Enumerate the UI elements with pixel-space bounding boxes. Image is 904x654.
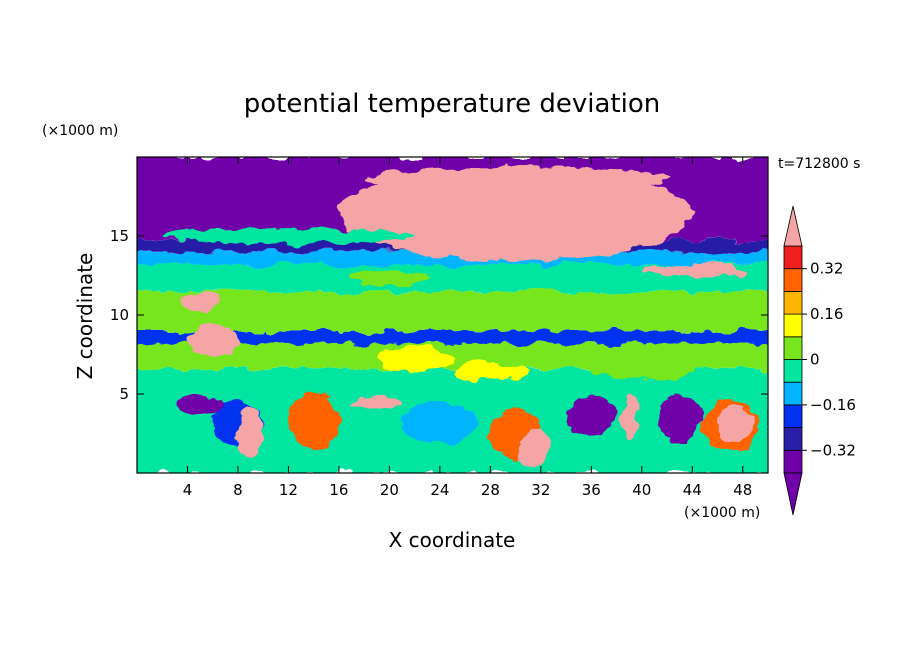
y-unit-label: (×1000 m) <box>42 123 118 139</box>
x-tick-label: 4 <box>183 481 193 499</box>
colorbar-segment <box>783 336 803 360</box>
field-blob <box>351 397 403 410</box>
colorbar-tick-label: 0.32 <box>810 260 843 278</box>
colorbar-segment <box>783 268 803 292</box>
colorbar: 0.32 0.16 0 −0.16 −0.32 <box>783 205 856 516</box>
field-blob <box>566 395 617 437</box>
x-tick-label: 40 <box>632 481 651 499</box>
colorbar-segment <box>783 404 803 428</box>
y-axis-label: Z coordinate <box>73 253 97 380</box>
x-tick-label: 32 <box>531 481 550 499</box>
x-tick-label: 16 <box>329 481 348 499</box>
colorbar-extend-low <box>783 472 803 516</box>
colorbar-segment <box>783 449 803 474</box>
y-tick-label: 10 <box>110 306 129 324</box>
field-blob <box>519 428 550 467</box>
field-blob <box>338 166 693 262</box>
y-tick-label: 15 <box>110 227 129 245</box>
x-tick-label: 48 <box>733 481 752 499</box>
x-unit-label: (×1000 m) <box>684 505 760 521</box>
x-axis-ticks: 4 8 12 16 20 24 28 32 36 40 44 48 <box>183 157 752 499</box>
colorbar-segment <box>783 427 803 451</box>
field-blob <box>162 228 415 244</box>
colorbar-tick-label: −0.32 <box>810 441 856 459</box>
colorbar-tick-label: 0 <box>810 351 820 369</box>
colorbar-extend-high <box>783 205 803 247</box>
field-blob <box>376 346 453 372</box>
y-axis-ticks: 5 10 15 <box>110 227 768 403</box>
x-tick-label: 36 <box>582 481 601 499</box>
colorbar-segment <box>783 245 803 270</box>
colorbar-tick-label: −0.16 <box>810 396 856 414</box>
colorbar-segment <box>783 313 803 338</box>
colorbar-tick-label: 0.16 <box>810 305 843 323</box>
field-blob <box>656 395 703 443</box>
field-blob <box>181 292 220 312</box>
colorbar-segment <box>783 359 803 383</box>
y-tick-label: 5 <box>119 385 129 403</box>
field-blob <box>591 359 693 379</box>
chart-title: potential temperature deviation <box>244 89 660 119</box>
colorbar-segment <box>783 381 803 406</box>
field-blob <box>288 392 339 450</box>
field-blob <box>364 166 668 192</box>
x-tick-label: 44 <box>683 481 702 499</box>
contour-field <box>137 157 768 473</box>
x-axis-label: X coordinate <box>389 528 516 552</box>
field-blob <box>641 264 743 278</box>
x-tick-label: 12 <box>279 481 298 499</box>
field-blob <box>351 270 428 287</box>
field-band <box>137 330 768 344</box>
x-tick-label: 20 <box>380 481 399 499</box>
field-blob <box>515 297 617 314</box>
colorbar-segment <box>783 290 803 315</box>
field-blob <box>717 406 753 442</box>
x-tick-label: 28 <box>481 481 500 499</box>
field-blob <box>402 401 478 443</box>
field-band <box>137 291 768 331</box>
field-blob <box>187 324 238 357</box>
field-blob <box>174 395 226 415</box>
field-blob <box>237 406 264 458</box>
field-blob <box>621 397 637 439</box>
x-tick-label: 24 <box>430 481 449 499</box>
x-tick-label: 8 <box>233 481 243 499</box>
time-label: t=712800 s <box>778 156 860 172</box>
field-blob <box>452 362 529 382</box>
